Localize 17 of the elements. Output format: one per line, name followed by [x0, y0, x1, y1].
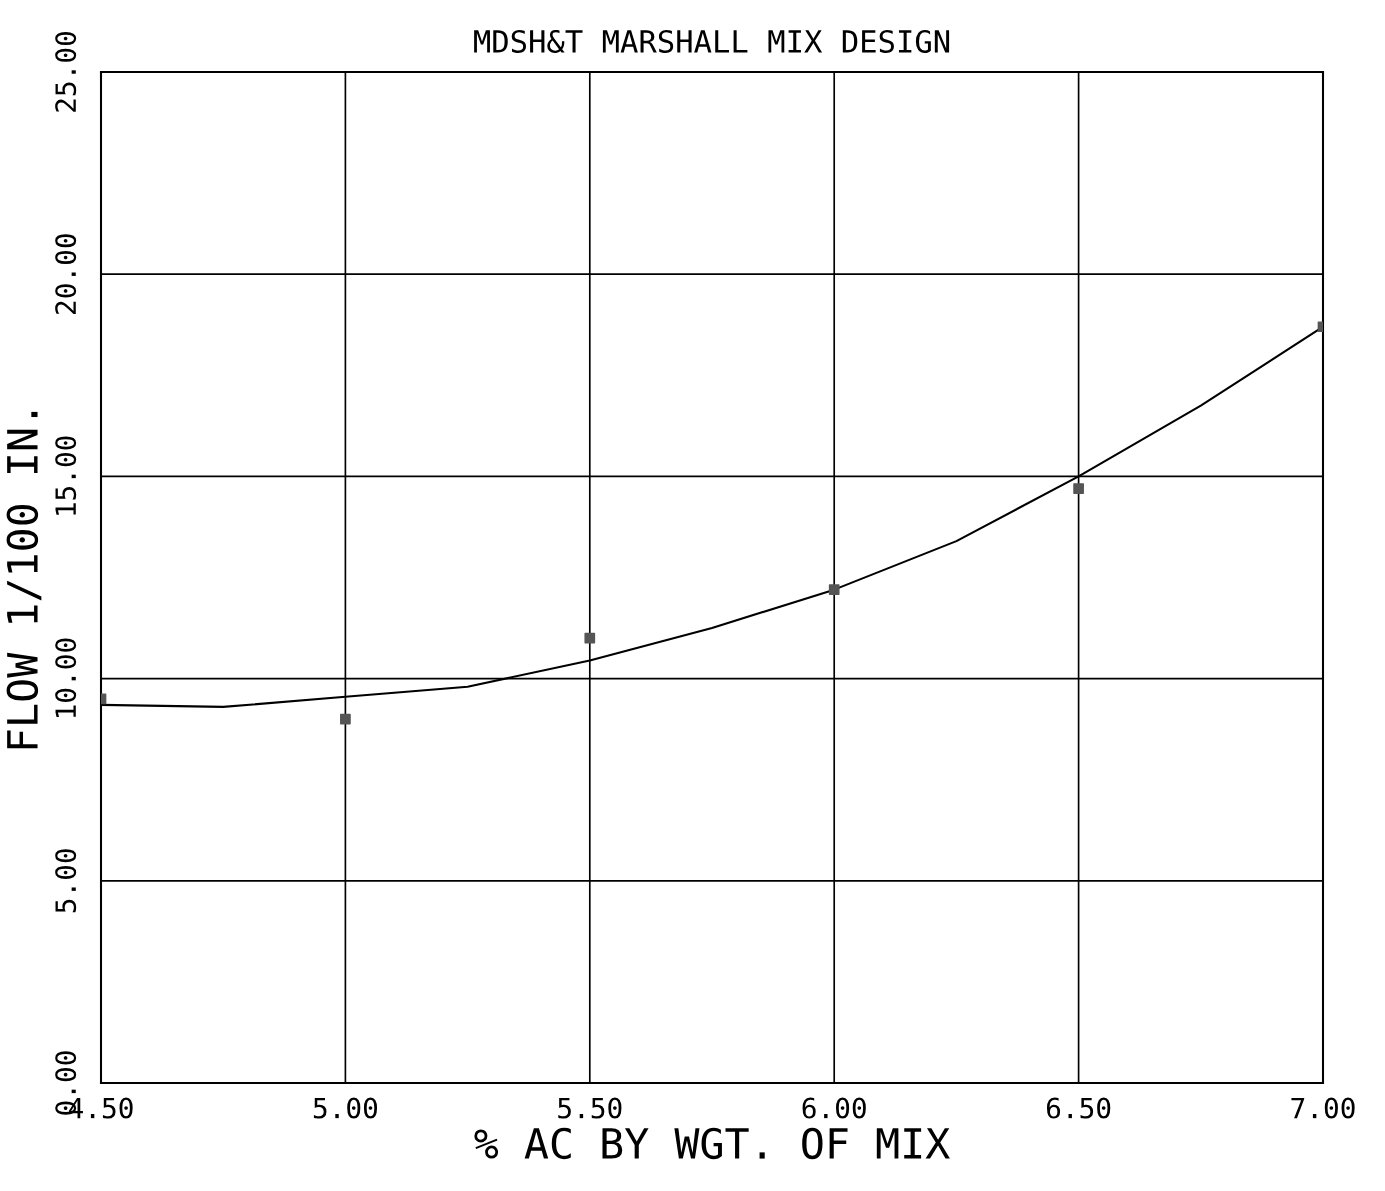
x-tick-label: 6.00 — [802, 1097, 866, 1119]
y-tick-label: 20.00 — [55, 234, 77, 314]
x-axis-title: % AC BY WGT. OF MIX — [474, 1127, 950, 1160]
point — [584, 632, 596, 644]
y-tick-label: 5.00 — [55, 849, 77, 913]
y-axis-title: FLOW 1/100 IN. — [6, 411, 42, 749]
x-tick-label: 5.50 — [558, 1097, 622, 1119]
x-tick-label: 6.50 — [1046, 1097, 1111, 1119]
point — [340, 713, 351, 725]
point — [1073, 483, 1084, 494]
y-tick-label: 10.00 — [55, 638, 77, 718]
point — [828, 584, 840, 595]
x-tick-label: 7.00 — [1291, 1097, 1355, 1119]
y-tick-label: 25.00 — [55, 31, 77, 112]
chart-title: MDSH&T MARSHALL MIX DESIGN — [474, 29, 950, 53]
x-tick-label: 5.00 — [313, 1097, 378, 1119]
y-tick-label: 15.00 — [55, 436, 77, 515]
